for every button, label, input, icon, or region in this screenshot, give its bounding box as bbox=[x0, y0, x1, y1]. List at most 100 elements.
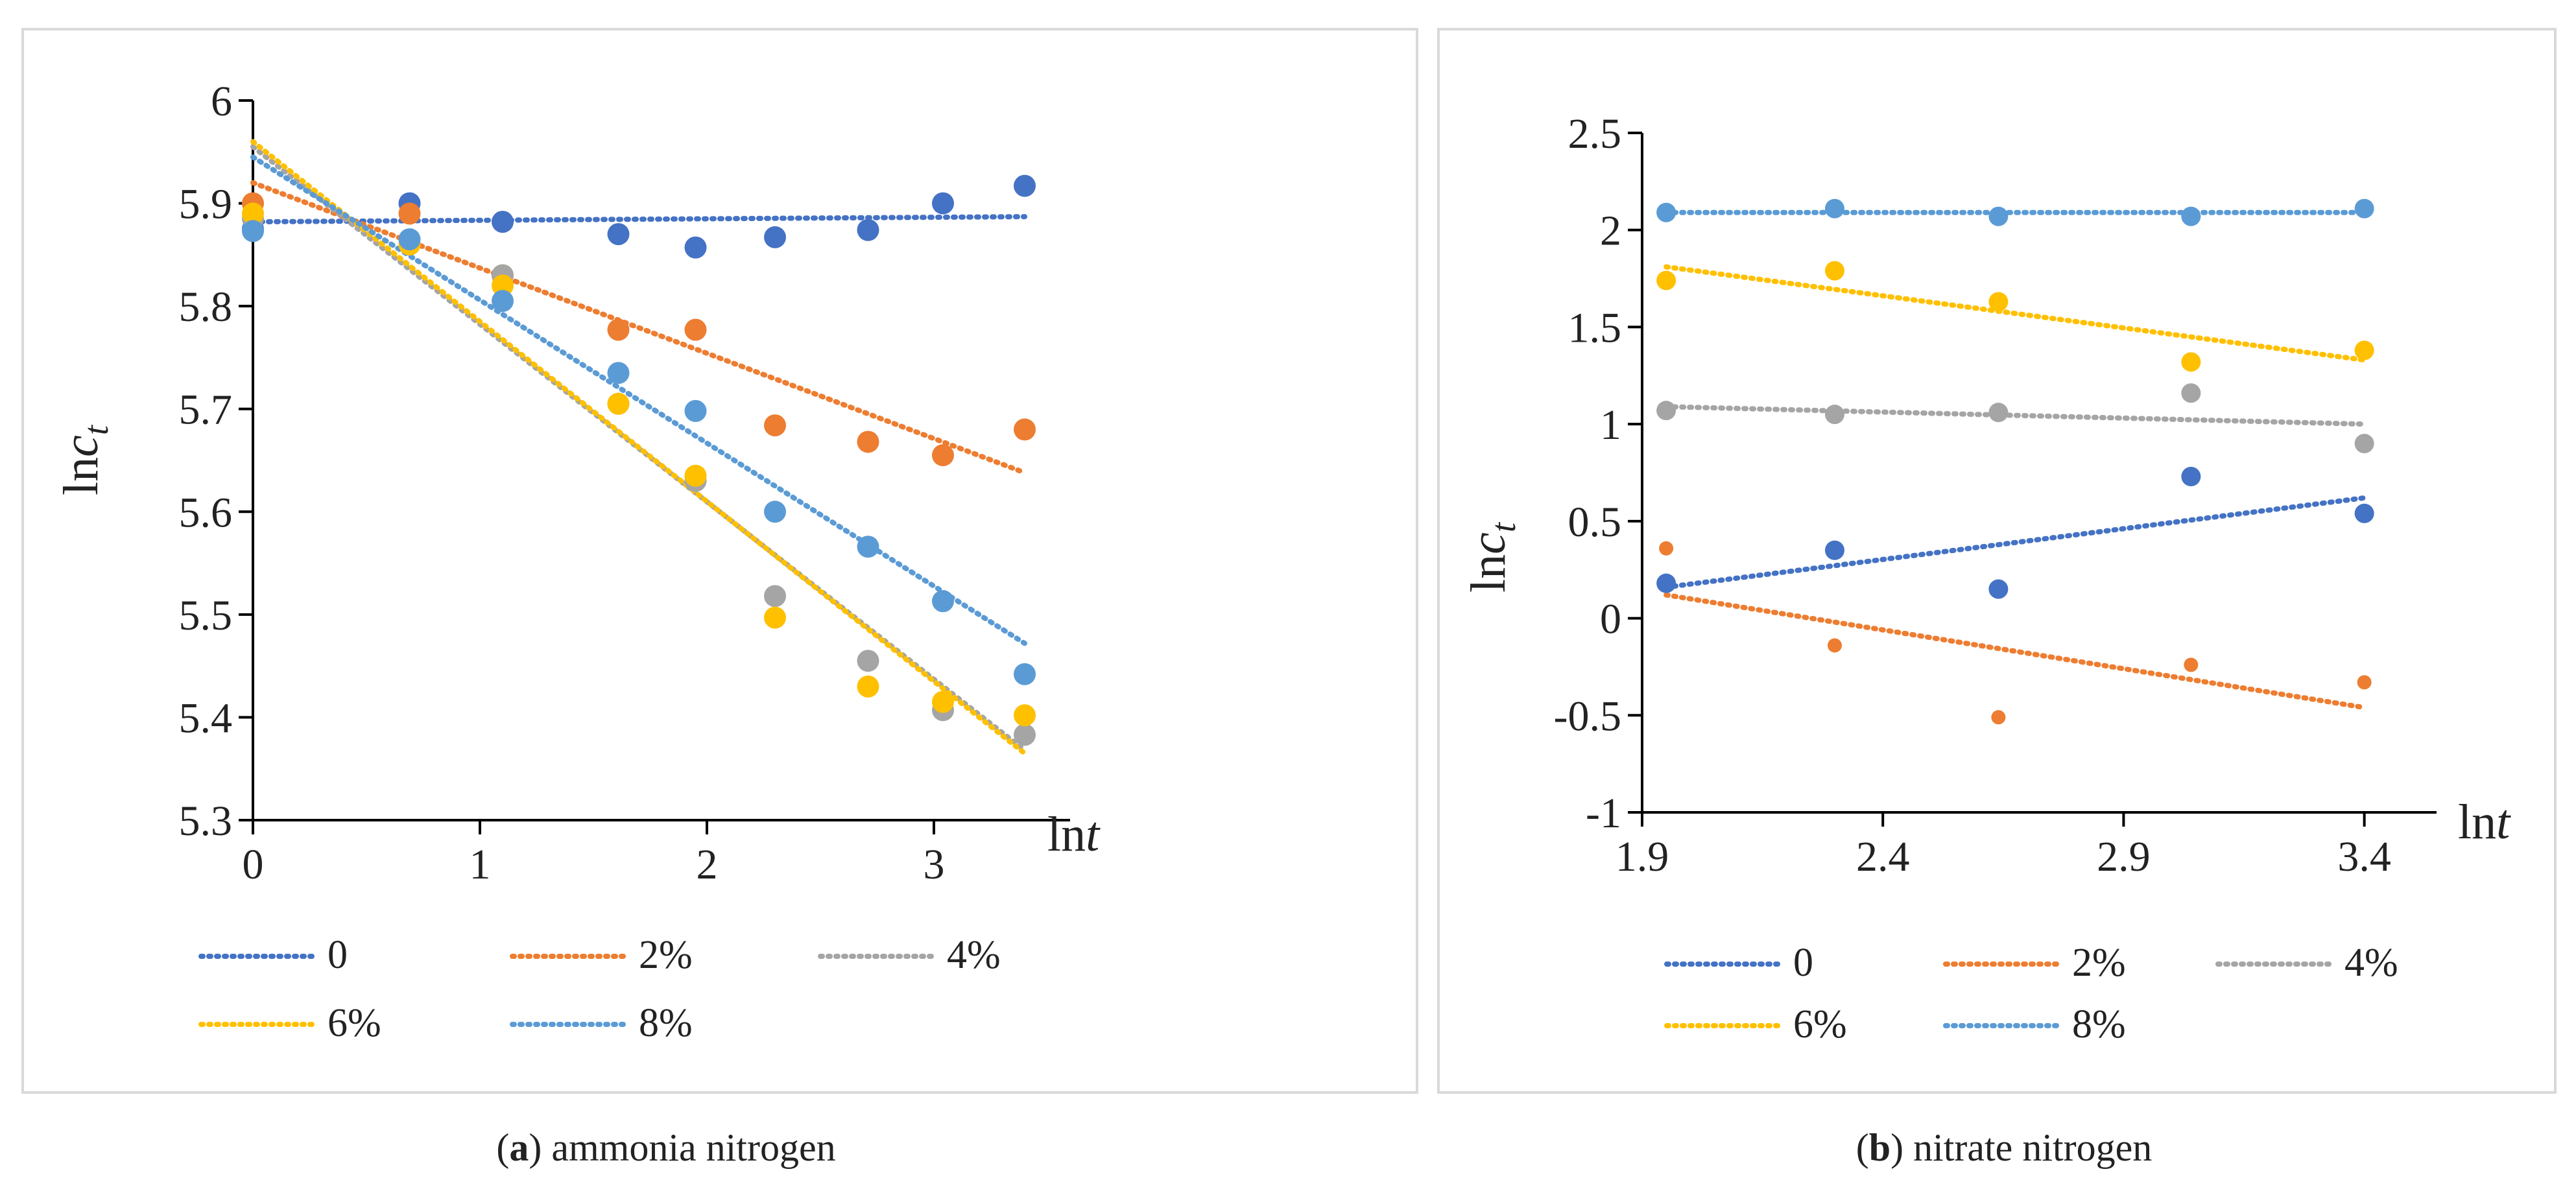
legend-label: 8% bbox=[2072, 1002, 2126, 1046]
x-tick-label: 1.9 bbox=[1616, 833, 1669, 880]
data-point-2% bbox=[857, 430, 879, 453]
data-point-6% bbox=[857, 675, 879, 698]
data-point-4% bbox=[1824, 405, 1844, 425]
data-point-0 bbox=[2181, 466, 2201, 486]
trendline-2% bbox=[250, 180, 1027, 476]
data-point-4% bbox=[2181, 383, 2201, 403]
x-axis-label-variable: t bbox=[1086, 807, 1101, 862]
data-point-6% bbox=[1656, 270, 1676, 290]
y-axis-label-variable: c bbox=[54, 435, 108, 457]
caption-letter: b bbox=[1869, 1126, 1890, 1169]
x-axis-label-variable: t bbox=[2496, 795, 2511, 849]
data-point-2% bbox=[1014, 418, 1036, 441]
data-point-6% bbox=[492, 274, 514, 297]
data-point-6% bbox=[2181, 352, 2201, 372]
data-point-2% bbox=[398, 202, 421, 225]
data-point-0 bbox=[932, 192, 954, 215]
data-point-6% bbox=[932, 690, 954, 713]
caption-text: nitrate nitrogen bbox=[1903, 1126, 2152, 1169]
data-point-8% bbox=[607, 362, 630, 384]
data-point-8% bbox=[1014, 663, 1036, 685]
x-axis-label-prefix: ln bbox=[2458, 795, 2496, 849]
data-point-0 bbox=[1014, 174, 1036, 197]
data-point-8% bbox=[242, 220, 264, 242]
data-point-4% bbox=[2354, 434, 2374, 454]
data-point-8% bbox=[398, 228, 421, 251]
x-tick-label: 0 bbox=[243, 841, 264, 888]
data-point-8% bbox=[2354, 198, 2374, 218]
y-axis-label: lnct bbox=[1461, 521, 1523, 593]
data-point-2% bbox=[932, 444, 954, 467]
trendline-4% bbox=[1664, 404, 2367, 427]
legend-label: 0 bbox=[1793, 941, 1813, 985]
data-point-2% bbox=[2184, 657, 2199, 672]
data-point-4% bbox=[764, 585, 786, 607]
legend-label: 2% bbox=[2072, 941, 2126, 985]
legend-label: 4% bbox=[947, 933, 1001, 977]
y-tick-label: 1.5 bbox=[1568, 304, 1622, 351]
data-point-0 bbox=[2354, 503, 2374, 523]
data-point-4% bbox=[1656, 401, 1676, 421]
data-point-2% bbox=[1991, 710, 2006, 725]
caption-close: ) bbox=[529, 1126, 542, 1169]
trendline-0 bbox=[250, 214, 1027, 225]
y-tick-label: 2 bbox=[1600, 207, 1621, 255]
trendline-6% bbox=[250, 139, 1027, 756]
data-point-8% bbox=[684, 399, 707, 422]
trendline-6% bbox=[1664, 264, 2367, 363]
trendline-2% bbox=[1664, 592, 2367, 711]
legend-label: 8% bbox=[639, 1001, 693, 1045]
legend-label: 6% bbox=[1793, 1002, 1847, 1046]
caption-open: ( bbox=[496, 1126, 509, 1169]
y-tick-label: 5.7 bbox=[179, 386, 233, 434]
data-point-8% bbox=[1988, 206, 2009, 226]
data-point-4% bbox=[1014, 724, 1036, 746]
data-point-0 bbox=[1988, 579, 2009, 599]
caption-text: ammonia nitrogen bbox=[542, 1126, 835, 1169]
data-point-2% bbox=[607, 318, 630, 341]
data-point-0 bbox=[857, 218, 879, 241]
data-point-0 bbox=[1824, 540, 1844, 560]
x-tick-label: 2.4 bbox=[1856, 833, 1910, 880]
data-point-6% bbox=[764, 606, 786, 629]
data-point-8% bbox=[857, 536, 879, 558]
trendline-8% bbox=[250, 154, 1027, 646]
x-axis-label: lnt bbox=[2458, 795, 2511, 849]
panel-caption: (b) nitrate nitrogen bbox=[1856, 1126, 2153, 1169]
y-axis-label-prefix: ln bbox=[54, 457, 108, 495]
y-tick-label: 1 bbox=[1600, 401, 1621, 449]
x-tick-label: 3 bbox=[924, 841, 945, 888]
data-point-8% bbox=[764, 501, 786, 523]
panel-caption: (a) ammonia nitrogen bbox=[496, 1126, 835, 1169]
data-point-8% bbox=[492, 290, 514, 312]
legend-label: 4% bbox=[2344, 941, 2398, 985]
y-tick-label: 0.5 bbox=[1568, 499, 1622, 546]
y-tick-label: 5.4 bbox=[179, 694, 233, 742]
data-point-6% bbox=[1988, 292, 2009, 312]
caption-close: ) bbox=[1890, 1126, 1903, 1169]
y-tick-label: -1 bbox=[1586, 790, 1621, 837]
data-point-0 bbox=[607, 223, 630, 246]
data-point-2% bbox=[684, 318, 707, 341]
y-tick-label: 2.5 bbox=[1568, 110, 1622, 158]
x-tick-label: 1 bbox=[470, 841, 491, 888]
data-point-6% bbox=[1824, 261, 1844, 281]
data-point-0 bbox=[492, 211, 514, 233]
y-axis-label: lnct bbox=[54, 424, 115, 495]
data-point-4% bbox=[1988, 403, 2009, 423]
y-tick-label: 6 bbox=[211, 78, 232, 125]
data-point-8% bbox=[2181, 206, 2201, 226]
y-tick-label: 5.9 bbox=[179, 181, 233, 228]
data-point-2% bbox=[2357, 675, 2372, 690]
data-point-6% bbox=[1014, 704, 1036, 727]
data-point-6% bbox=[607, 392, 630, 415]
panel-b-frame-box bbox=[1437, 28, 2557, 1094]
data-point-8% bbox=[932, 590, 954, 613]
y-tick-label: 5.6 bbox=[179, 489, 233, 536]
trendline-0 bbox=[1664, 495, 2367, 590]
y-axis-label-subscript: t bbox=[77, 424, 115, 435]
data-point-6% bbox=[2354, 340, 2374, 360]
